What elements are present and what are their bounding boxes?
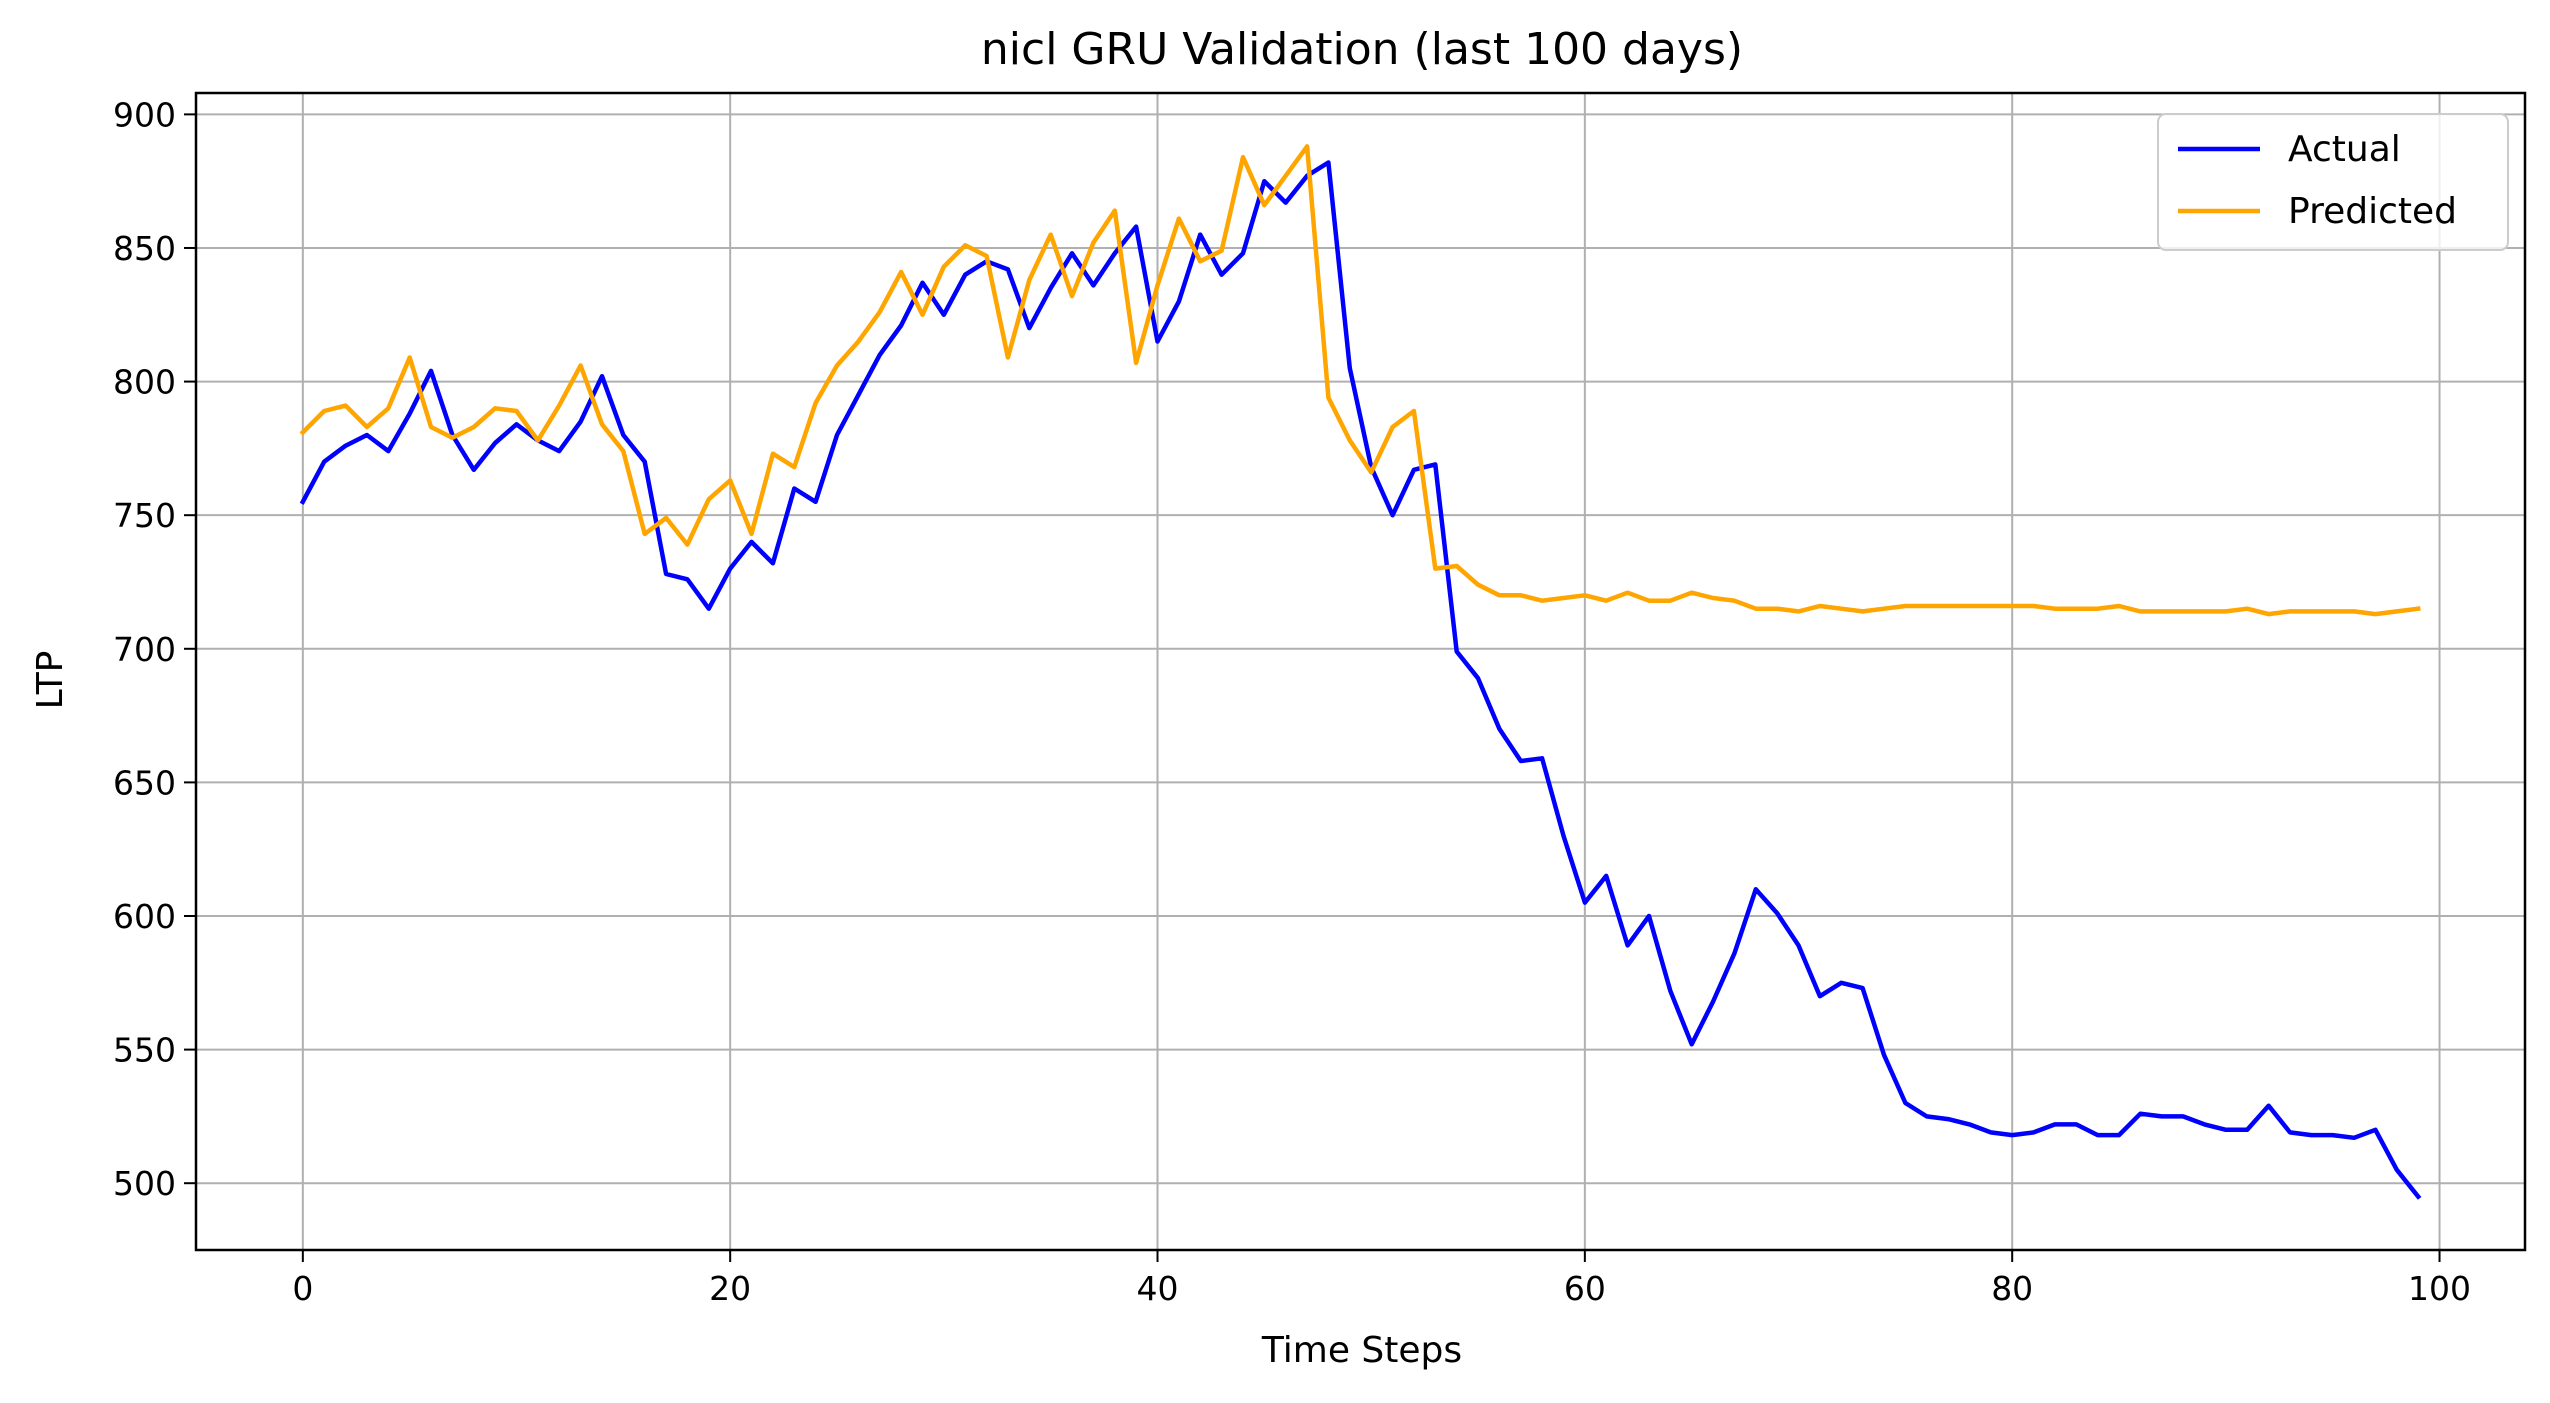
y-tick-label: 550 (113, 1031, 176, 1070)
x-tick-label: 80 (1991, 1269, 2033, 1308)
y-tick-label: 800 (113, 363, 176, 402)
grid-layer (196, 93, 2525, 1250)
y-tick-label: 600 (113, 897, 176, 936)
series-line-predicted (299, 144, 2421, 617)
y-tick-label: 650 (113, 763, 176, 802)
x-tick-label: 40 (1137, 1269, 1179, 1308)
x-tick-label: 20 (709, 1269, 751, 1308)
plot-frame (194, 91, 2527, 1252)
chart-title: nicl GRU Validation (last 100 days) (981, 24, 1743, 75)
legend-label-actual: Actual (2288, 129, 2401, 170)
series-line-actual (299, 160, 2422, 1200)
x-tick-label: 60 (1564, 1269, 1606, 1308)
x-tick-label: 0 (292, 1269, 313, 1308)
y-tick-label: 750 (113, 496, 176, 535)
x-axis-label: Time Steps (1261, 1330, 1462, 1371)
y-tick-label: 500 (113, 1164, 176, 1203)
y-tick-label: 700 (113, 630, 176, 669)
x-tick-label: 100 (2408, 1269, 2471, 1308)
y-tick-label: 850 (113, 229, 176, 268)
y-axis-label: LTP (30, 651, 71, 710)
tick-layer: 0 20 40 60 80 100 500 550 600 650 700 750 800 850 900 (113, 95, 2471, 1308)
legend: Actual Predicted (2157, 113, 2509, 251)
y-tick-label: 900 (113, 95, 176, 134)
series-layer (299, 144, 2422, 1200)
legend-label-predicted: Predicted (2288, 191, 2457, 232)
